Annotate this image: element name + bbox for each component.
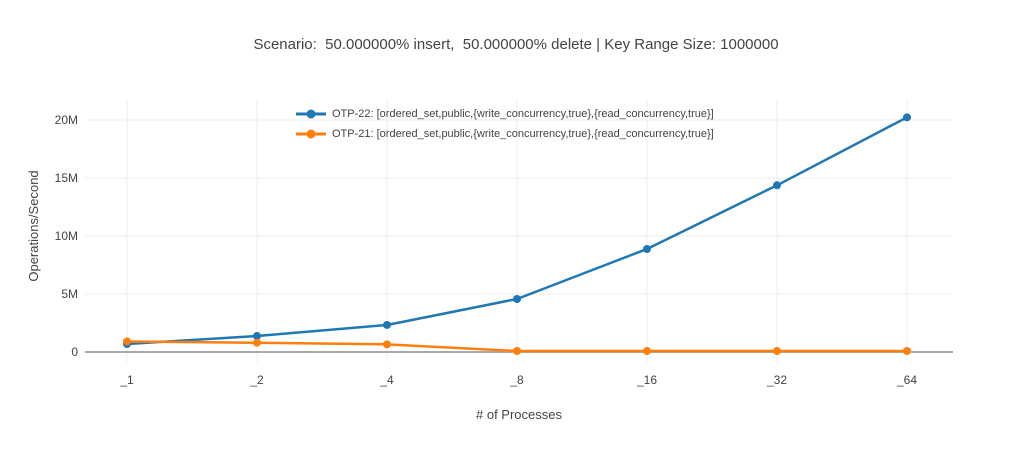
data-point-marker[interactable]: [773, 181, 781, 190]
chart-title: Scenario: 50.000000% insert, 50.000000% …: [253, 36, 779, 53]
x-tick-label: _32: [766, 373, 787, 387]
y-tick-label: 20M: [55, 113, 78, 127]
legend: OTP-22: [ordered_set,public,{write_concu…: [296, 104, 714, 144]
y-axis-title: Operations/Second: [26, 170, 41, 281]
x-axis-title: # of Processes: [476, 407, 562, 422]
x-tick-label: _2: [249, 373, 264, 387]
legend-label-otp21: OTP-21: [ordered_set,public,{write_concu…: [332, 128, 714, 140]
data-point-marker[interactable]: [903, 113, 911, 122]
legend-item-otp22[interactable]: OTP-22: [ordered_set,public,{write_concu…: [296, 104, 714, 124]
legend-label-otp22: OTP-22: [ordered_set,public,{write_concu…: [332, 108, 714, 120]
data-point-marker[interactable]: [513, 294, 521, 303]
y-tick-label: 0: [71, 345, 78, 359]
y-tick-label: 10M: [55, 229, 78, 243]
x-tick-label: _64: [896, 373, 917, 387]
y-tick-label: 5M: [61, 287, 78, 301]
y-tick-label: 15M: [55, 171, 78, 185]
data-point-marker[interactable]: [383, 320, 391, 329]
data-point-marker[interactable]: [383, 340, 391, 349]
x-tick-label: _4: [379, 373, 394, 387]
legend-line-sample-icon: [296, 109, 326, 119]
x-tick-label: _16: [636, 373, 657, 387]
legend-line-sample-icon: [296, 129, 326, 139]
data-point-marker[interactable]: [123, 337, 131, 346]
x-tick-label: _1: [119, 373, 134, 387]
data-point-marker[interactable]: [773, 347, 781, 356]
data-point-marker[interactable]: [643, 244, 651, 253]
data-point-marker[interactable]: [513, 347, 521, 356]
legend-item-otp21[interactable]: OTP-21: [ordered_set,public,{write_concu…: [296, 124, 714, 144]
data-point-marker[interactable]: [903, 347, 911, 356]
data-point-marker[interactable]: [643, 347, 651, 356]
data-point-marker[interactable]: [253, 338, 261, 347]
data-point-marker[interactable]: [253, 331, 261, 340]
x-tick-label: _8: [509, 373, 524, 387]
